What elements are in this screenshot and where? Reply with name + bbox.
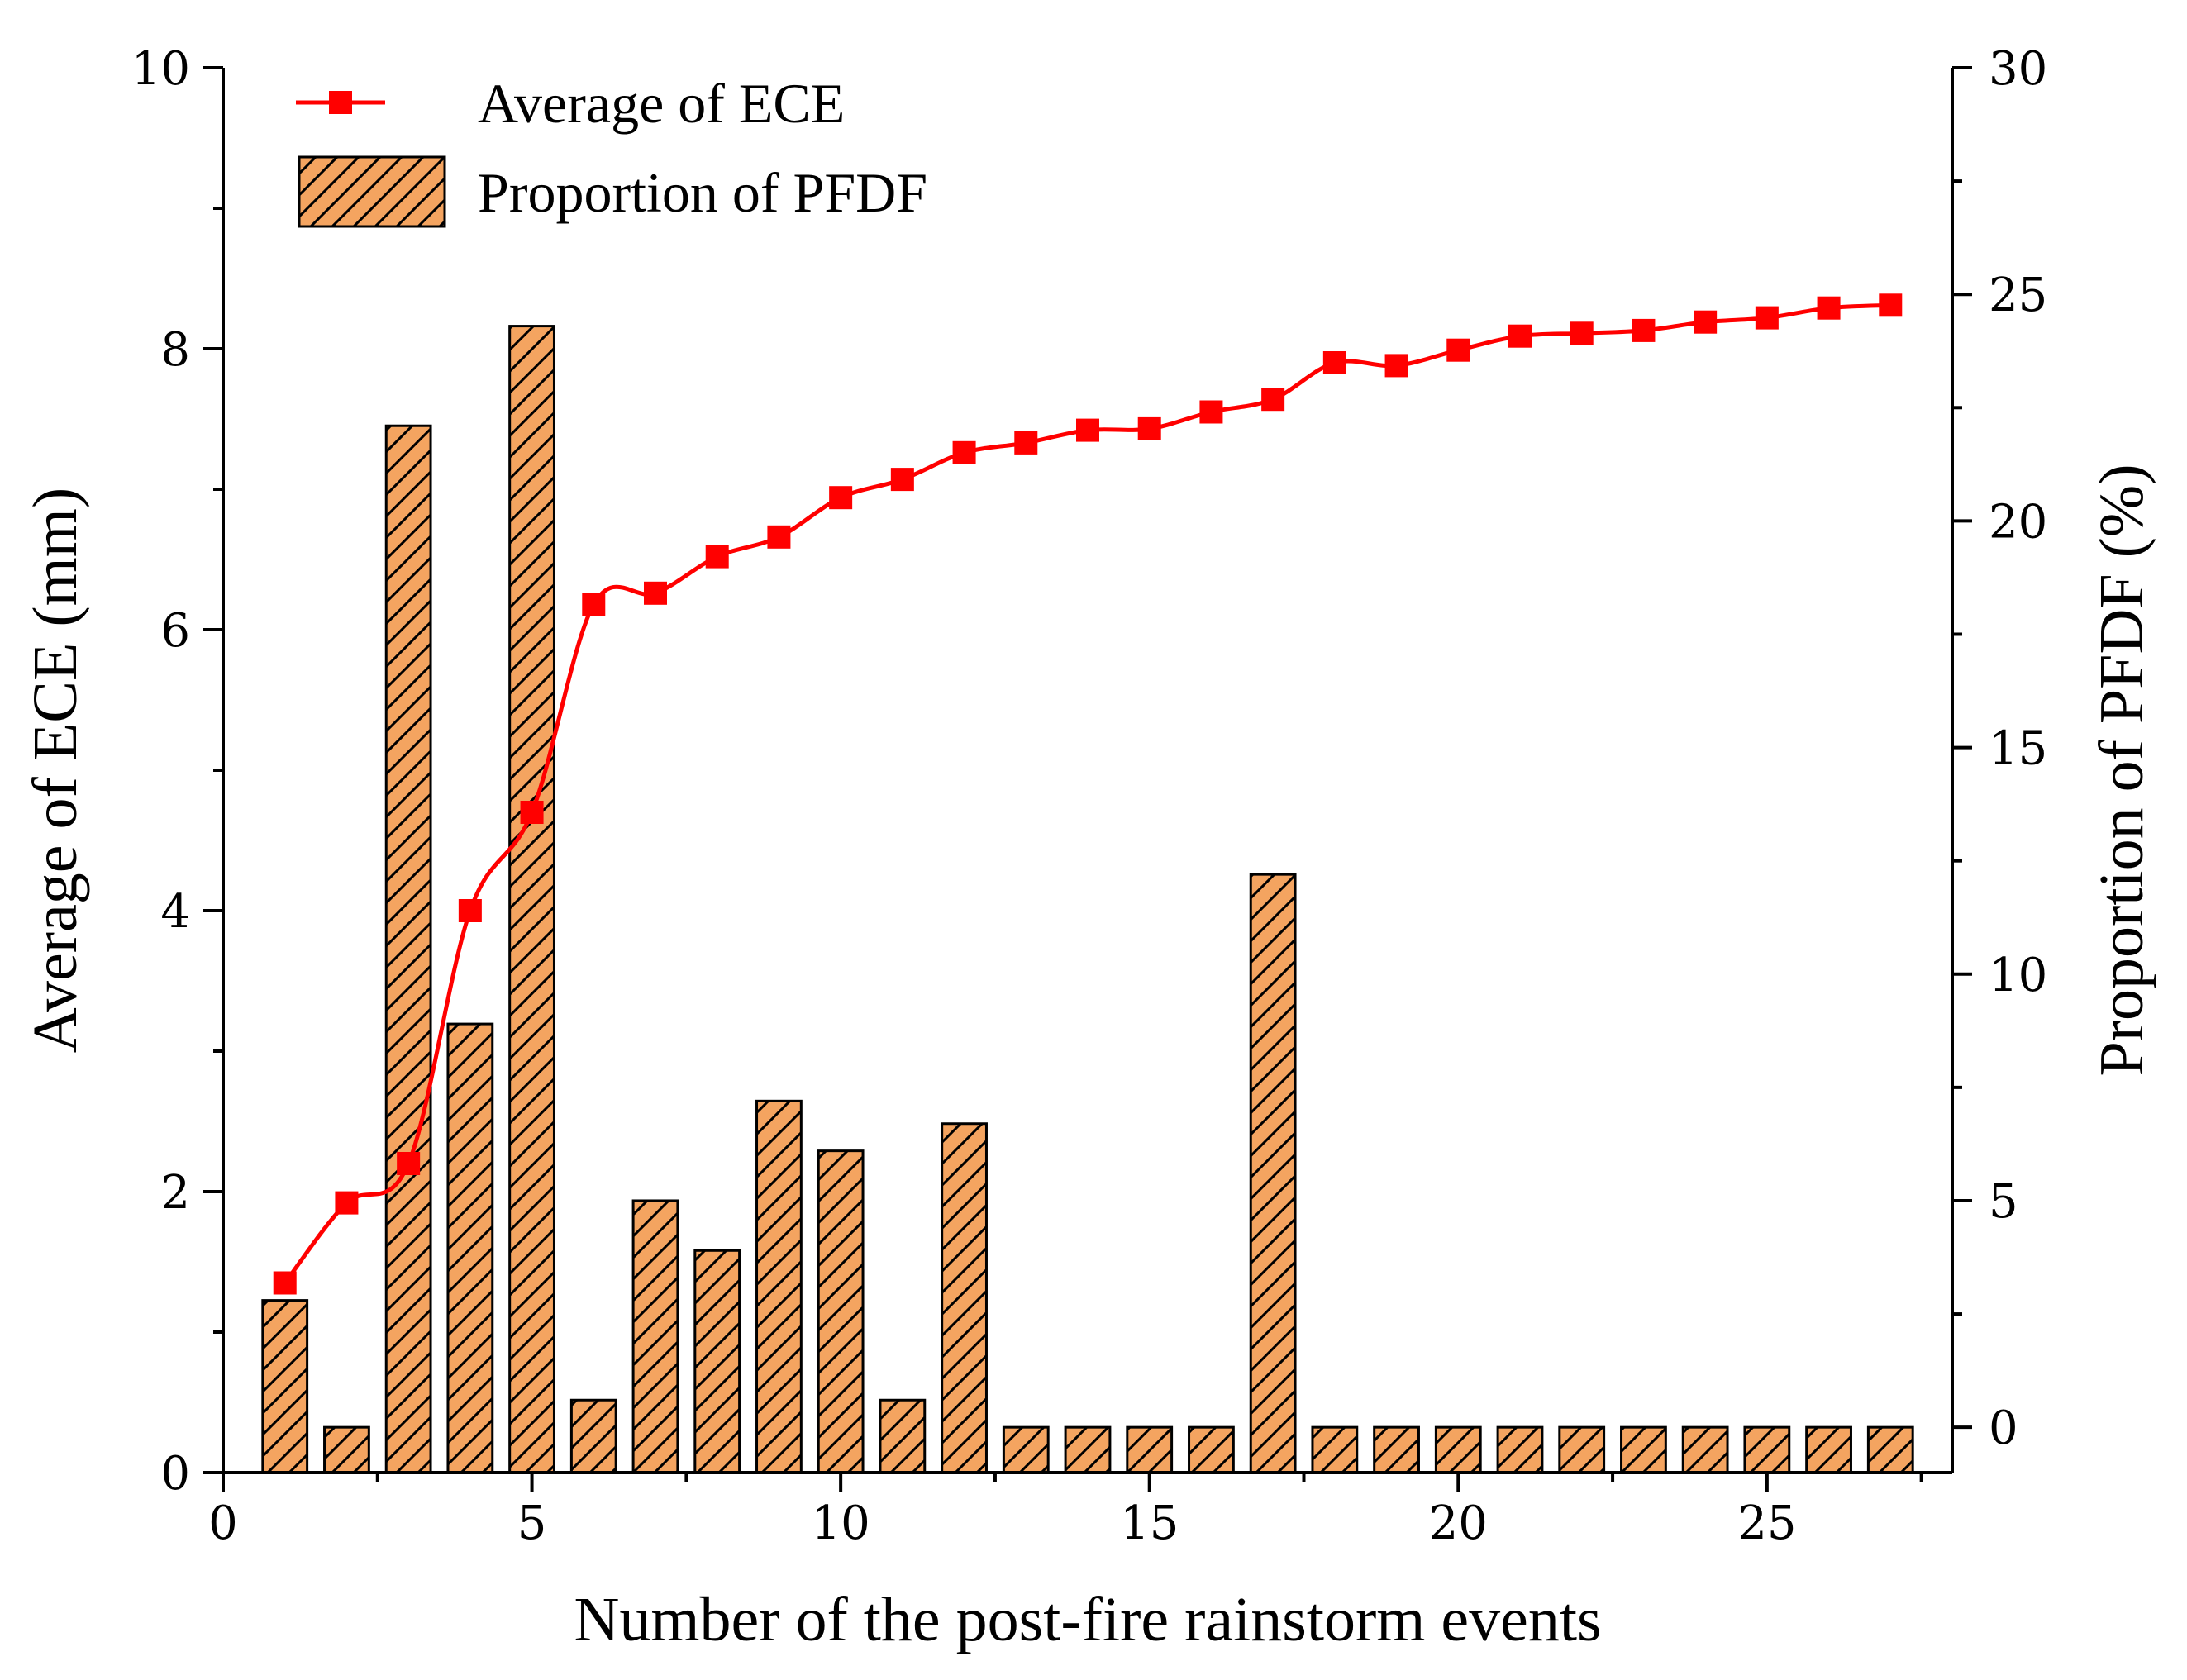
x-tick-label-20: 20 — [1429, 1497, 1488, 1550]
ece-marker-11 — [890, 468, 914, 492]
x-tick-label-5: 5 — [517, 1497, 547, 1550]
ece-marker-18 — [1322, 351, 1346, 374]
y2-tick-label-25: 25 — [1989, 269, 2047, 322]
bar-15 — [1126, 1425, 1174, 1474]
x-tick-label-0: 0 — [208, 1497, 238, 1550]
bar-23 — [1620, 1425, 1667, 1474]
y2-tick-label-15: 15 — [1989, 722, 2047, 776]
ece-marker-7 — [644, 581, 667, 605]
bar-26 — [1805, 1425, 1852, 1474]
bar-24 — [1681, 1425, 1729, 1474]
legend-line-marker — [329, 91, 352, 114]
y-tick-label-2: 2 — [160, 1166, 190, 1220]
ece-marker-5 — [520, 801, 544, 824]
ece-marker-16 — [1199, 400, 1223, 424]
ece-marker-26 — [1817, 296, 1841, 320]
ece-marker-14 — [1076, 418, 1099, 442]
bar-20 — [1434, 1425, 1482, 1474]
bar-27 — [1866, 1425, 1914, 1474]
bar-3 — [384, 424, 432, 1474]
bar-21 — [1496, 1425, 1544, 1474]
bar-17 — [1249, 873, 1297, 1474]
x-tick-label-10: 10 — [812, 1497, 870, 1550]
bar-25 — [1743, 1425, 1791, 1474]
line-layer — [273, 293, 1903, 1295]
y2-tick-label-0: 0 — [1989, 1402, 2018, 1455]
ece-marker-17 — [1261, 388, 1285, 412]
ece-marker-20 — [1446, 338, 1470, 362]
y-axis-title: Average of ECE (mm) — [21, 488, 90, 1053]
ece-marker-12 — [952, 440, 976, 464]
legend-bar-label: Proportion of PFDF — [478, 161, 927, 224]
y-tick-label-0: 0 — [160, 1447, 190, 1501]
y2-tick-label-10: 10 — [1989, 949, 2047, 1002]
bar-19 — [1373, 1425, 1420, 1474]
x-tick-label-15: 15 — [1120, 1497, 1179, 1550]
legend-bar-swatch — [298, 155, 446, 228]
ece-marker-2 — [335, 1191, 359, 1215]
bar-18 — [1311, 1425, 1359, 1474]
ece-marker-9 — [767, 525, 791, 549]
ece-marker-15 — [1137, 416, 1161, 440]
bar-11 — [879, 1398, 927, 1474]
y-tick-label-6: 6 — [160, 604, 190, 658]
ece-marker-23 — [1632, 318, 1656, 342]
y-tick-label-10: 10 — [131, 42, 190, 96]
y2-tick-label-5: 5 — [1989, 1175, 2018, 1229]
bar-2 — [323, 1425, 370, 1474]
ece-marker-22 — [1570, 321, 1594, 345]
ece-marker-13 — [1014, 431, 1038, 455]
ece-marker-24 — [1694, 310, 1718, 334]
ece-marker-3 — [397, 1152, 421, 1175]
axes-layer: 0 5 10 15 20 25 0 2 4 6 8 10 0 5 10 15 20 25 30 — [131, 42, 2048, 1550]
y-tick-label-4: 4 — [160, 885, 190, 939]
x-tick-label-25: 25 — [1737, 1497, 1796, 1550]
legend: Average of ECE Proportion of PFDF — [296, 72, 927, 228]
legend-line-label: Average of ECE — [478, 72, 845, 135]
ece-marker-25 — [1755, 306, 1779, 330]
y-tick-label-8: 8 — [160, 323, 190, 377]
bar-6 — [569, 1398, 617, 1474]
bar-10 — [817, 1149, 865, 1474]
ece-marker-1 — [273, 1271, 297, 1295]
y2-tick-label-30: 30 — [1989, 42, 2047, 96]
bar-8 — [693, 1249, 741, 1474]
bar-22 — [1558, 1425, 1606, 1474]
bar-13 — [1002, 1425, 1050, 1474]
ece-marker-8 — [705, 545, 729, 569]
bar-1 — [261, 1299, 309, 1474]
bar-14 — [1064, 1425, 1112, 1474]
y2-tick-label-20: 20 — [1989, 495, 2047, 549]
bar-12 — [941, 1122, 988, 1474]
ece-marker-4 — [458, 899, 482, 922]
ece-marker-21 — [1508, 324, 1532, 348]
ece-marker-27 — [1879, 293, 1903, 317]
bar-7 — [631, 1199, 679, 1474]
ece-marker-19 — [1384, 354, 1408, 378]
ece-marker-10 — [829, 486, 853, 510]
y2-axis-title: Proportion of PFDF (%) — [2087, 464, 2156, 1076]
bar-16 — [1188, 1425, 1235, 1474]
ece-marker-6 — [582, 593, 606, 616]
bar-5 — [508, 325, 555, 1474]
bars-layer — [261, 325, 1914, 1474]
bar-9 — [755, 1099, 803, 1474]
bar-4 — [446, 1022, 494, 1474]
x-axis-title: Number of the post-fire rainstorm events — [574, 1585, 1601, 1654]
